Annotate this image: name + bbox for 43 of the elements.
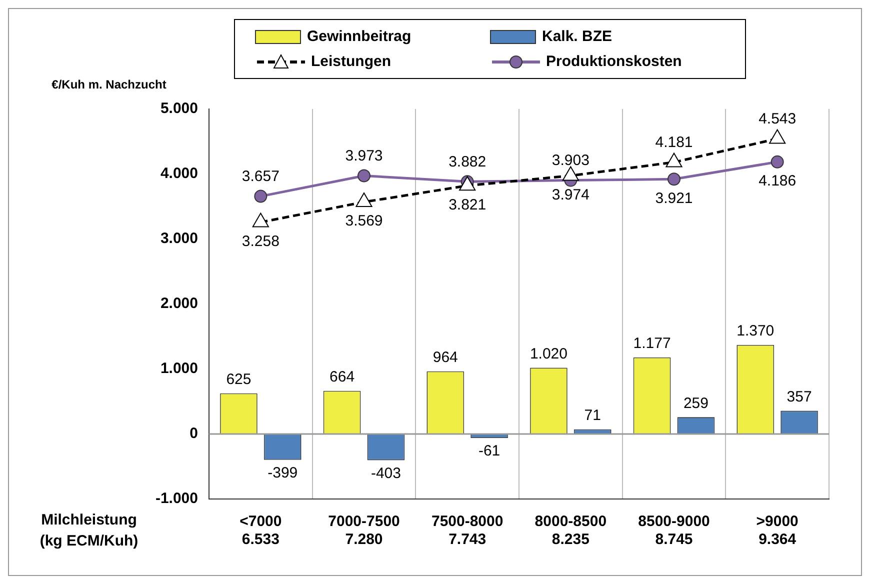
y-tick-label: 1.000 bbox=[160, 360, 198, 378]
x-tick-label: 7500-8000 7.743 bbox=[431, 513, 504, 548]
x-tick-label: <7000 6.533 bbox=[240, 513, 282, 548]
data-label: 357 bbox=[786, 388, 812, 406]
data-label: 3.657 bbox=[242, 168, 280, 185]
data-label: 4.181 bbox=[655, 134, 693, 151]
data-label: 4.186 bbox=[758, 172, 796, 190]
data-label: 964 bbox=[432, 348, 458, 366]
y-tick-label: 5.000 bbox=[160, 100, 198, 118]
data-label: 3.882 bbox=[448, 153, 486, 170]
data-label: 3.821 bbox=[448, 196, 486, 214]
y-axis-title: €/Kuh m. Nachzucht bbox=[52, 77, 166, 92]
data-label: 1.177 bbox=[633, 335, 671, 352]
data-label: 3.974 bbox=[552, 186, 590, 204]
y-tick-label: 2.000 bbox=[160, 295, 198, 312]
data-label: 1.020 bbox=[530, 345, 568, 362]
legend-label: Kalk. BZE bbox=[542, 28, 612, 45]
data-label: 3.921 bbox=[655, 190, 693, 207]
y-tick-label: 4.000 bbox=[160, 165, 198, 182]
x-tick-label: 8000-8500 8.235 bbox=[534, 513, 607, 548]
legend-label: Leistungen bbox=[311, 53, 392, 70]
data-label: 4.543 bbox=[758, 110, 796, 128]
data-label: 3.903 bbox=[552, 152, 590, 169]
x-tick-label: >9000 9.364 bbox=[756, 513, 798, 548]
legend-label: Gewinnbeitrag bbox=[307, 28, 412, 45]
data-label: 71 bbox=[584, 407, 601, 424]
x-axis-title: Milchleistung (kg ECM/Kuh) bbox=[40, 512, 138, 550]
y-tick-label: 0 bbox=[190, 425, 198, 442]
x-tick-label: 7000-7500 7.280 bbox=[328, 513, 400, 548]
x-tick-label: 8500-9000 8.745 bbox=[638, 513, 710, 548]
y-tick-label: 3.000 bbox=[160, 230, 198, 248]
data-label: 259 bbox=[683, 394, 708, 412]
data-label: -399 bbox=[268, 464, 298, 482]
data-label: -61 bbox=[478, 442, 500, 460]
y-tick-label: -1.000 bbox=[155, 490, 198, 508]
data-label: 1.370 bbox=[736, 322, 774, 340]
data-label: 664 bbox=[330, 368, 355, 386]
data-label: -403 bbox=[370, 464, 401, 482]
data-label: 3.569 bbox=[345, 212, 383, 230]
data-label: 625 bbox=[226, 371, 252, 388]
data-label: 3.973 bbox=[345, 147, 383, 164]
data-label: 3.258 bbox=[242, 232, 280, 250]
legend-label: Produktionskosten bbox=[546, 53, 682, 70]
